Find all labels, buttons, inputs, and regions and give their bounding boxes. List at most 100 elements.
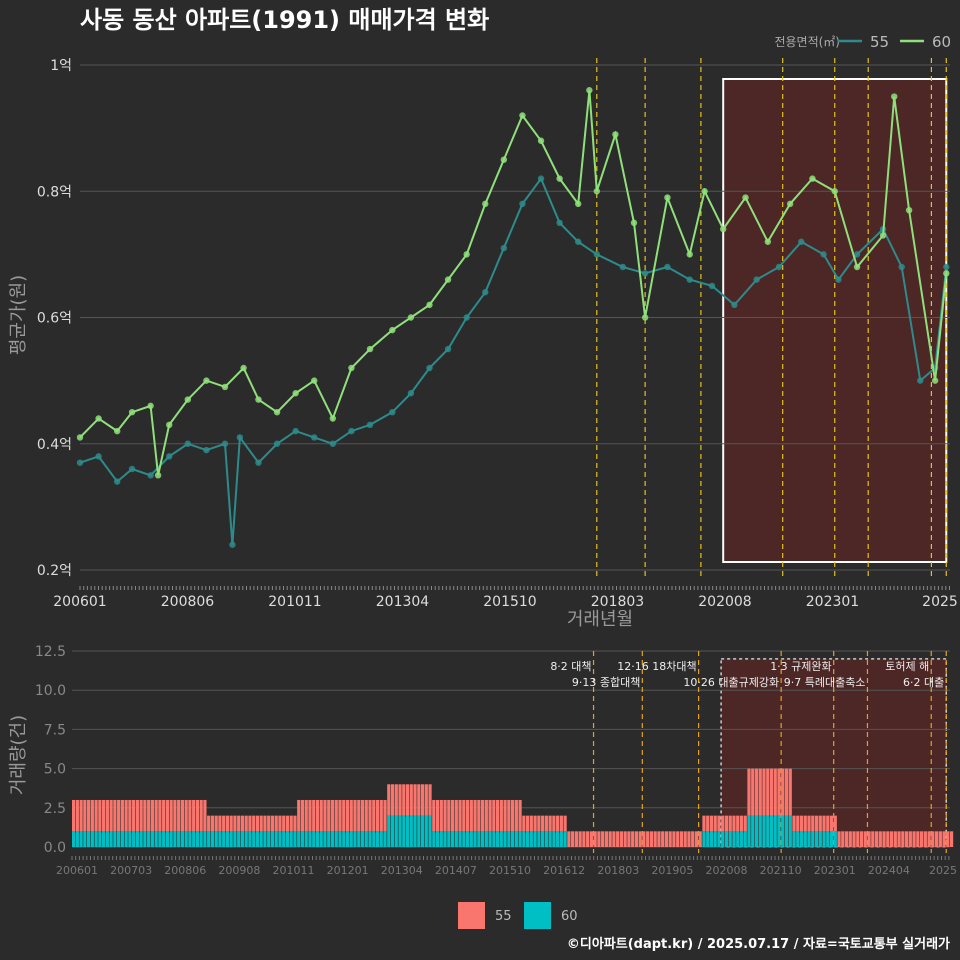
volume-bar-60 bbox=[432, 831, 436, 847]
volume-bar-55 bbox=[428, 784, 432, 816]
volume-bar-60 bbox=[769, 815, 774, 847]
volume-bar-55 bbox=[833, 815, 837, 832]
volume-bar-55 bbox=[229, 815, 233, 832]
volume-bar-55 bbox=[559, 815, 563, 832]
price-point-55 bbox=[366, 421, 374, 429]
price-point-60 bbox=[519, 112, 526, 119]
price-point-60 bbox=[943, 270, 950, 277]
volume-bar-60 bbox=[87, 831, 91, 847]
volume-bar-60 bbox=[169, 831, 173, 847]
volume-bar-55 bbox=[402, 784, 406, 816]
volume-bar-60 bbox=[473, 831, 477, 847]
volume-bar-55 bbox=[871, 831, 875, 847]
volume-bar-55 bbox=[105, 799, 109, 832]
price-point-55 bbox=[113, 478, 121, 485]
price-point-55 bbox=[221, 440, 229, 447]
volume-bar-55 bbox=[447, 799, 451, 832]
volume-bar-60 bbox=[188, 831, 192, 847]
x-axis-label: 거래년월 bbox=[567, 609, 633, 630]
price-point-55 bbox=[619, 263, 627, 271]
volume-bar-60 bbox=[450, 831, 455, 847]
volume-bar-60 bbox=[338, 831, 342, 847]
volume-bar-55 bbox=[488, 799, 492, 832]
volume-bar-60 bbox=[177, 831, 181, 847]
volume-bar-55 bbox=[777, 768, 781, 816]
volume-bar-60 bbox=[357, 831, 361, 847]
volume-bar-60 bbox=[477, 831, 481, 847]
volume-bar-55 bbox=[927, 831, 931, 847]
volume-bar-55 bbox=[574, 831, 578, 847]
volume-bar-60 bbox=[244, 831, 248, 847]
volume-bar-55 bbox=[507, 799, 511, 832]
volume-bar-55 bbox=[758, 768, 762, 816]
volume-x-tick-label: 201803 bbox=[597, 864, 639, 877]
volume-y-tick-label: 10.0 bbox=[35, 683, 66, 699]
volume-bar-60 bbox=[289, 831, 293, 847]
volume-y-tick-label: 5.0 bbox=[44, 762, 66, 778]
volume-bar-55 bbox=[435, 799, 440, 832]
price-point-55 bbox=[229, 541, 236, 548]
volume-bar-55 bbox=[297, 799, 301, 832]
volume-bar-55 bbox=[781, 768, 785, 816]
volume-bar-55 bbox=[548, 815, 552, 832]
volume-bar-55 bbox=[717, 815, 721, 832]
volume-bar-60 bbox=[154, 831, 158, 847]
volume-bar-55 bbox=[394, 784, 398, 816]
volume-bar-55 bbox=[646, 831, 650, 847]
x-tick-label: 201803 bbox=[591, 594, 644, 610]
volume-bar-55 bbox=[300, 799, 305, 832]
volume-bar-55 bbox=[439, 799, 443, 832]
volume-x-tick-label: 201304 bbox=[381, 864, 423, 877]
volume-bar-60 bbox=[233, 831, 237, 847]
y-tick-label: 0.4억 bbox=[37, 437, 72, 453]
volume-bar-60 bbox=[278, 831, 282, 847]
x-tick-label: 200601 bbox=[53, 594, 106, 610]
volume-bar-55 bbox=[886, 831, 890, 847]
price-point-60 bbox=[664, 194, 671, 201]
volume-bar-60 bbox=[135, 831, 139, 847]
volume-bar-60 bbox=[799, 831, 804, 847]
volume-bar-55 bbox=[912, 831, 916, 847]
volume-bar-55 bbox=[199, 799, 203, 832]
volume-bar-55 bbox=[139, 799, 143, 832]
volume-bar-55 bbox=[811, 815, 815, 832]
volume-bar-55 bbox=[829, 815, 834, 832]
volume-bar-55 bbox=[792, 815, 796, 832]
volume-bar-60 bbox=[75, 831, 79, 847]
volume-bar-55 bbox=[135, 799, 139, 832]
volume-bar-60 bbox=[330, 831, 335, 847]
volume-bar-60 bbox=[105, 831, 109, 847]
price-point-55 bbox=[556, 219, 563, 227]
volume-bar-60 bbox=[807, 831, 811, 847]
price-point-60 bbox=[809, 175, 816, 182]
volume-bar-60 bbox=[83, 831, 87, 847]
volume-bar-55 bbox=[154, 799, 158, 832]
volume-bar-55 bbox=[450, 799, 455, 832]
volume-bar-55 bbox=[169, 799, 173, 832]
volume-bar-55 bbox=[597, 831, 601, 847]
volume-bar-55 bbox=[503, 799, 507, 832]
price-point-60 bbox=[426, 301, 433, 309]
volume-bar-55 bbox=[147, 799, 151, 832]
volume-bar-55 bbox=[293, 815, 297, 832]
price-point-60 bbox=[831, 188, 838, 195]
volume-bar-60 bbox=[98, 831, 102, 847]
volume-bar-60 bbox=[327, 831, 331, 847]
volume-bar-55 bbox=[94, 799, 98, 832]
volume-bar-60 bbox=[796, 831, 800, 847]
price-point-55 bbox=[482, 289, 489, 296]
volume-y-tick-label: 0.0 bbox=[44, 840, 66, 856]
volume-bar-60 bbox=[702, 831, 706, 847]
volume-bar-55 bbox=[556, 815, 560, 832]
volume-bar-60 bbox=[222, 831, 226, 847]
volume-bar-60 bbox=[229, 831, 233, 847]
volume-bar-60 bbox=[751, 815, 755, 847]
price-point-55 bbox=[898, 263, 905, 271]
volume-bar-60 bbox=[117, 831, 121, 847]
price-point-55 bbox=[593, 251, 600, 258]
volume-bar-60 bbox=[447, 831, 451, 847]
volume-bar-55 bbox=[634, 831, 639, 847]
volume-bar-60 bbox=[758, 815, 762, 847]
volume-bar-55 bbox=[901, 831, 905, 847]
volume-bar-60 bbox=[488, 831, 492, 847]
